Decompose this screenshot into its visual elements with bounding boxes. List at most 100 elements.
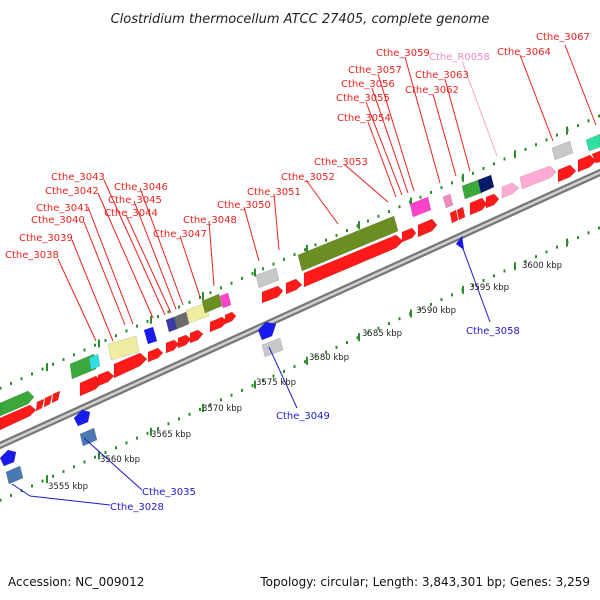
gene-label[interactable]: Cthe_3045 (108, 195, 162, 206)
gene-feature[interactable] (147, 347, 164, 363)
gene-feature[interactable] (43, 394, 53, 408)
gene-feature[interactable] (456, 206, 466, 221)
gene-label[interactable]: Cthe_3050 (217, 200, 271, 211)
gene-label[interactable]: Cthe_3049 (276, 411, 330, 422)
gene-feature[interactable] (5, 465, 24, 485)
gene-feature[interactable] (79, 427, 98, 447)
gene-label[interactable]: Cthe_3054 (337, 113, 391, 124)
gene-feature[interactable] (257, 321, 277, 341)
gene-feature[interactable] (224, 311, 237, 325)
gene-label[interactable]: Cthe_3046 (114, 182, 168, 193)
gene-feature[interactable] (449, 209, 459, 224)
gene-label[interactable]: Cthe_3067 (536, 32, 590, 43)
track-dot (398, 205, 401, 209)
gene-feature[interactable] (113, 352, 148, 379)
track-dot (503, 269, 506, 273)
track-dot (283, 369, 285, 373)
gene-label[interactable]: Cthe_3051 (247, 187, 301, 198)
gene-feature[interactable] (219, 292, 232, 309)
gene-label[interactable]: Cthe_3048 (183, 215, 237, 226)
gene-feature[interactable] (477, 174, 495, 194)
gene-feature[interactable] (591, 150, 600, 164)
gene-label[interactable]: Cthe_3056 (341, 79, 395, 90)
gene-feature[interactable] (0, 390, 35, 417)
gene-feature[interactable] (165, 339, 180, 354)
gene-feature[interactable] (469, 197, 488, 216)
track-dot (10, 493, 12, 497)
gene-label[interactable]: Cthe_3063 (415, 70, 469, 81)
gene-feature[interactable] (97, 370, 115, 387)
gene-label[interactable]: Cthe_3039 (19, 233, 73, 244)
gene-label[interactable]: Cthe_3043 (51, 172, 105, 183)
gene-label[interactable]: Cthe_3035 (142, 487, 196, 498)
track-dot (188, 412, 191, 416)
gene-label-rna[interactable]: Cthe_R0058 (429, 52, 490, 63)
gene-feature[interactable] (442, 193, 454, 209)
gene-feature[interactable] (35, 398, 45, 412)
gene-feature[interactable] (261, 337, 284, 358)
track-major-tick (306, 356, 308, 365)
gene-feature[interactable] (177, 334, 192, 349)
gene-feature[interactable] (501, 182, 520, 199)
gene-label[interactable]: Cthe_3059 (376, 48, 430, 59)
gene-feature[interactable] (201, 293, 223, 314)
scale-label: 3600 kbp (522, 261, 562, 271)
gene-feature[interactable] (285, 278, 303, 295)
gene-feature[interactable] (585, 133, 600, 152)
track-dot (272, 374, 275, 378)
gene-label[interactable]: Cthe_3042 (45, 186, 99, 197)
gene-feature[interactable] (73, 409, 91, 427)
gene-label[interactable]: Cthe_3055 (336, 93, 390, 104)
track-dot (440, 298, 443, 302)
track-major-tick (254, 380, 256, 389)
gene-feature[interactable] (417, 218, 438, 238)
gene-feature[interactable] (409, 196, 432, 218)
gene-feature[interactable] (297, 215, 399, 272)
gene-feature[interactable] (519, 165, 557, 190)
gene-feature[interactable] (173, 311, 190, 330)
track-dot (73, 465, 75, 469)
gene-label[interactable]: Cthe_3047 (153, 229, 207, 240)
gene-feature[interactable] (577, 154, 597, 173)
gene-feature[interactable] (189, 329, 204, 344)
track-dot (62, 358, 65, 362)
gene-feature[interactable] (557, 164, 577, 183)
scale-label: 3575 kbp (256, 378, 296, 388)
track-dot (325, 238, 327, 242)
track-dot (367, 331, 369, 335)
track-dot (493, 274, 495, 278)
gene-feature[interactable] (303, 234, 404, 288)
gene-label[interactable]: Cthe_3062 (405, 85, 459, 96)
track-dot (335, 345, 338, 349)
scale-label: 3590 kbp (416, 306, 456, 316)
track-dot (146, 319, 149, 323)
gene-feature[interactable] (255, 267, 280, 289)
gene-feature[interactable] (185, 302, 210, 324)
gene-label[interactable]: Cthe_3028 (110, 502, 164, 513)
gene-label[interactable]: Cthe_3058 (466, 326, 520, 337)
gene-feature[interactable] (485, 193, 500, 209)
gene-feature[interactable] (0, 404, 37, 431)
gene-feature[interactable] (209, 316, 228, 333)
gene-feature[interactable] (401, 227, 417, 243)
gene-label[interactable]: Cthe_3052 (281, 172, 335, 183)
gene-feature[interactable] (0, 449, 17, 467)
gene-feature[interactable] (51, 390, 61, 404)
gene-label[interactable]: Cthe_3040 (31, 215, 85, 226)
gene-label[interactable]: Cthe_3057 (348, 65, 402, 76)
gene-feature[interactable] (107, 335, 140, 361)
gene-feature[interactable] (551, 140, 574, 161)
gene-label[interactable]: Cthe_3038 (5, 250, 59, 261)
gene-label[interactable]: Cthe_3064 (497, 47, 551, 58)
track-major-tick (462, 285, 464, 294)
gene-feature[interactable] (261, 285, 284, 304)
gene-label[interactable]: Cthe_3044 (104, 208, 158, 219)
gene-label[interactable]: Cthe_3053 (314, 157, 368, 168)
track-dot (104, 339, 107, 342)
gene-feature[interactable] (461, 179, 482, 200)
gene-feature[interactable] (88, 353, 101, 371)
track-dot (556, 245, 558, 249)
gene-label[interactable]: Cthe_3041 (36, 203, 90, 214)
track-dot (167, 310, 170, 314)
gene-feature[interactable] (143, 326, 158, 345)
